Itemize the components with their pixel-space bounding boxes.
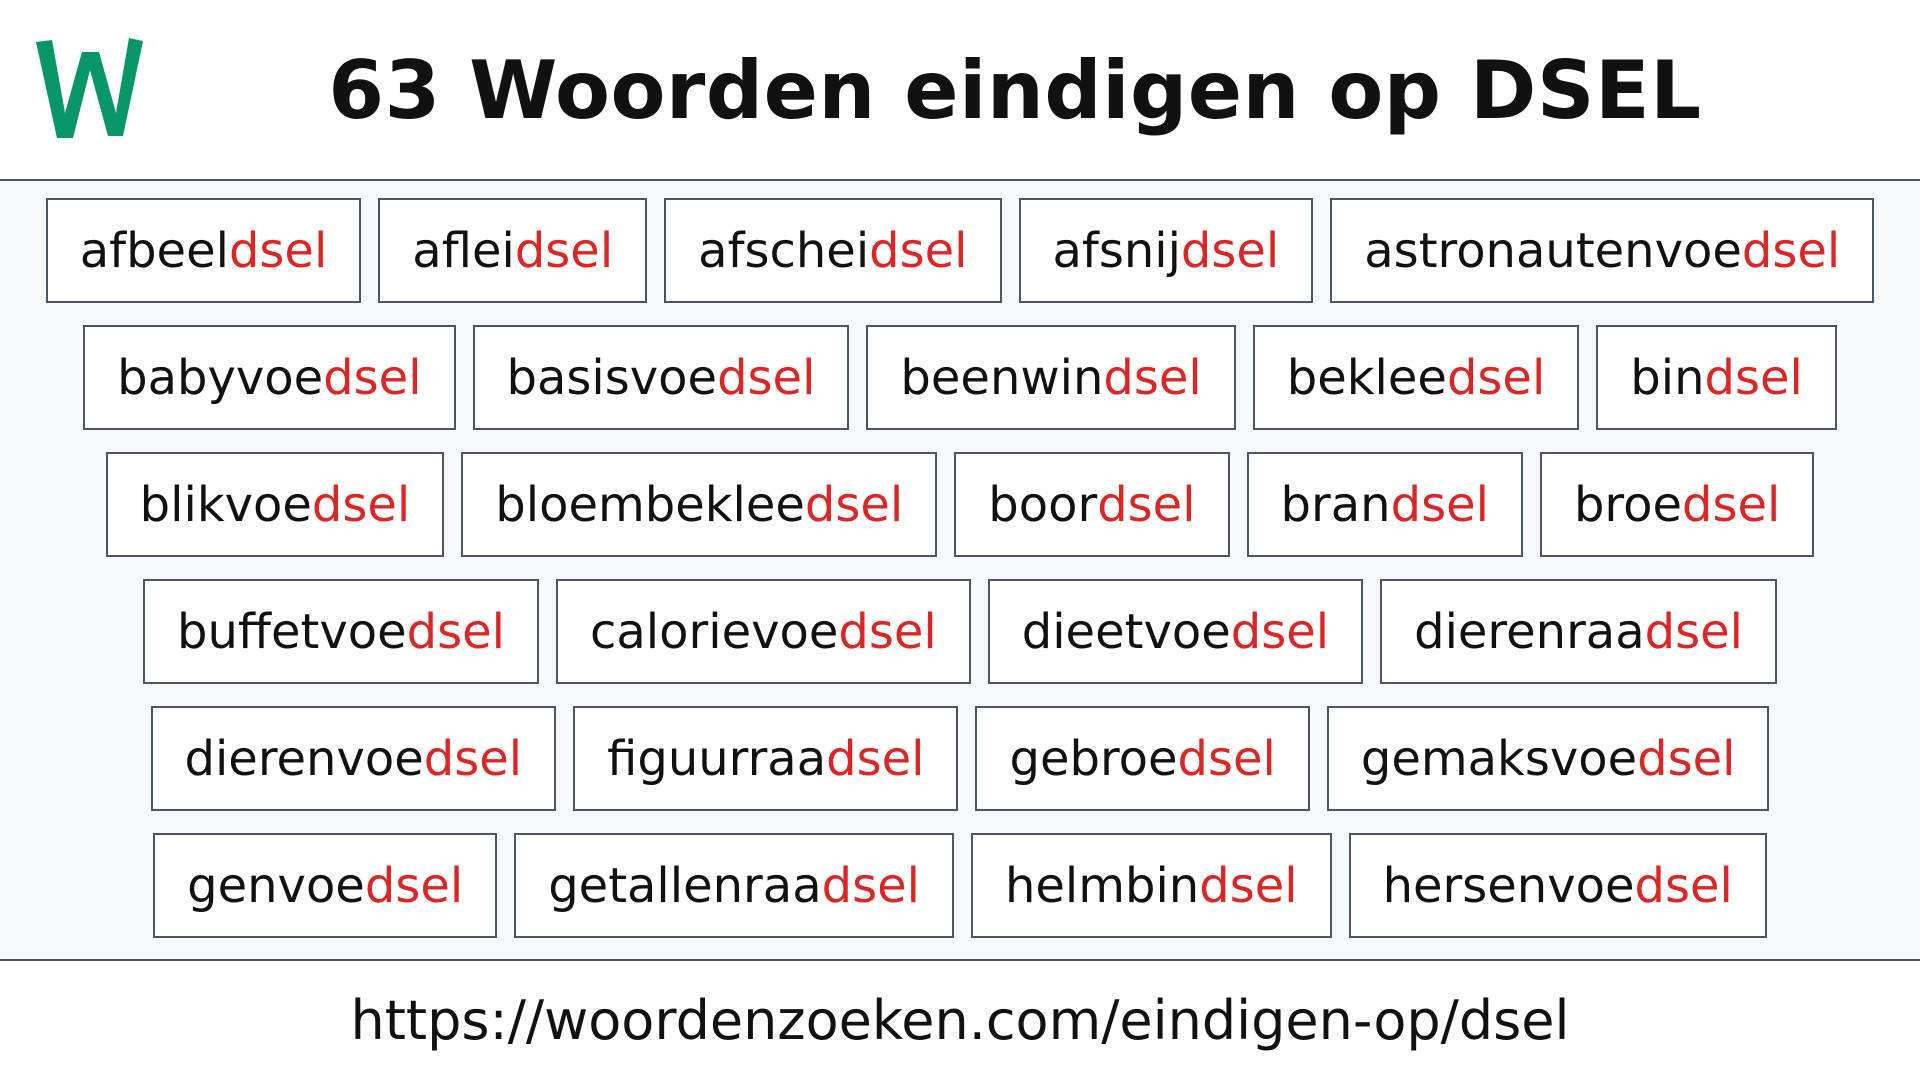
word-suffix: dsel [838,603,937,660]
word-suffix: dsel [423,730,523,787]
word-prefix: broe [1573,476,1682,533]
word-item[interactable]: calorievoe dsel [555,579,971,684]
word-suffix: dsel [323,349,422,406]
word-suffix: dsel [1637,730,1736,787]
word-prefix: dierenraa [1414,603,1645,660]
word-prefix: figuurraa [607,730,827,787]
word-item[interactable]: babyvoe dsel [83,325,456,430]
word-suffix: dsel [1103,349,1202,406]
word-suffix: dsel [1390,476,1489,533]
word-suffix: dsel [717,349,816,406]
word-suffix: dsel [1230,603,1330,660]
word-prefix: dieetvoe [1021,603,1231,660]
word-prefix: afschei [698,222,870,279]
word-prefix: helmbin [1004,857,1200,914]
word-suffix: dsel [821,857,920,914]
word-item[interactable]: bran dsel [1246,452,1523,557]
word-prefix: blikvoe [139,476,312,533]
word-item[interactable]: hersenvoe dsel [1348,833,1767,938]
word-item[interactable]: basisvoe dsel [472,325,850,430]
word-suffix: dsel [1446,349,1546,406]
word-row: buffetvoe dsel calorievoe dsel dieetvoe dsel d… [0,579,1920,684]
word-suffix: dsel [1634,857,1733,914]
word-item[interactable]: afschei dsel [664,198,1002,303]
word-prefix: gebroe [1009,730,1178,787]
word-prefix: dierenvoe [184,730,424,787]
word-item[interactable]: boor dsel [954,452,1230,557]
word-item[interactable]: helmbin dsel [970,833,1332,938]
word-prefix: aflei [412,222,515,279]
word-item[interactable]: gebroe dsel [975,706,1310,811]
word-suffix: dsel [406,603,505,660]
word-prefix: bran [1280,476,1391,533]
word-suffix: dsel [804,476,904,533]
word-suffix: dsel [311,476,411,533]
word-suffix: dsel [228,222,328,279]
word-prefix: getallenraa [548,857,822,914]
word-row: babyvoe dsel basisvoe dsel beenwin dsel beklee… [0,325,1920,430]
word-item[interactable]: beenwin dsel [866,325,1236,430]
word-grid: afbeel dsel aflei dsel afschei dsel afsnij dsel… [0,181,1920,961]
word-item[interactable]: getallenraa dsel [514,833,954,938]
word-item[interactable]: astronautenvoe dsel [1330,198,1875,303]
word-item[interactable]: bloembeklee dsel [461,452,938,557]
word-item[interactable]: bin dsel [1596,325,1837,430]
word-item[interactable]: aflei dsel [378,198,648,303]
word-row: genvoe dsel getallenraa dsel helmbin dsel hers… [0,833,1920,938]
word-item[interactable]: broe dsel [1539,452,1815,557]
word-suffix: dsel [1177,730,1276,787]
word-suffix: dsel [1199,857,1298,914]
word-item[interactable]: beklee dsel [1252,325,1580,430]
word-row: blikvoe dsel bloembeklee dsel boor dsel bran ds… [0,452,1920,557]
word-suffix: dsel [1097,476,1196,533]
word-suffix: dsel [1681,476,1781,533]
word-prefix: beklee [1286,349,1447,406]
word-item[interactable]: gemaksvoe dsel [1326,706,1770,811]
word-suffix: dsel [364,857,464,914]
word-suffix: dsel [1180,222,1280,279]
word-prefix: gemaksvoe [1360,730,1638,787]
word-prefix: afbeel [79,222,229,279]
word-suffix: dsel [869,222,968,279]
footer-url[interactable]: https://woordenzoeken.com/eindigen-op/ds… [350,989,1570,1052]
word-prefix: astronautenvoe [1364,222,1742,279]
word-suffix: dsel [1644,603,1743,660]
word-item[interactable]: genvoe dsel [153,833,498,938]
word-item[interactable]: figuurraa dsel [573,706,959,811]
header: 63 Woorden eindigen op DSEL [0,0,1920,181]
word-prefix: hersenvoe [1382,857,1635,914]
word-row: dierenvoe dsel figuurraa dsel gebroe dsel gema… [0,706,1920,811]
word-prefix: babyvoe [117,349,324,406]
word-item[interactable]: dierenraa dsel [1380,579,1777,684]
word-prefix: basisvoe [506,349,718,406]
word-prefix: genvoe [187,857,365,914]
page-title: 63 Woorden eindigen op DSEL [328,44,1702,137]
word-prefix: beenwin [900,349,1104,406]
word-prefix: buffetvoe [177,603,407,660]
word-item[interactable]: afsnij dsel [1018,198,1314,303]
word-prefix: calorievoe [589,603,839,660]
logo-w-icon[interactable] [30,28,150,148]
word-suffix: dsel [514,222,614,279]
word-prefix: afsnij [1052,222,1181,279]
word-item[interactable]: dieetvoe dsel [987,579,1364,684]
word-suffix: dsel [1704,349,1803,406]
word-prefix: boor [988,476,1098,533]
word-prefix: bin [1630,349,1705,406]
word-item[interactable]: afbeel dsel [45,198,362,303]
word-item[interactable]: dierenvoe dsel [150,706,557,811]
word-suffix: dsel [1741,222,1841,279]
word-suffix: dsel [826,730,925,787]
word-prefix: bloembeklee [495,476,805,533]
word-item[interactable]: blikvoe dsel [105,452,445,557]
word-row: afbeel dsel aflei dsel afschei dsel afsnij dsel… [0,198,1920,303]
word-item[interactable]: buffetvoe dsel [143,579,539,684]
